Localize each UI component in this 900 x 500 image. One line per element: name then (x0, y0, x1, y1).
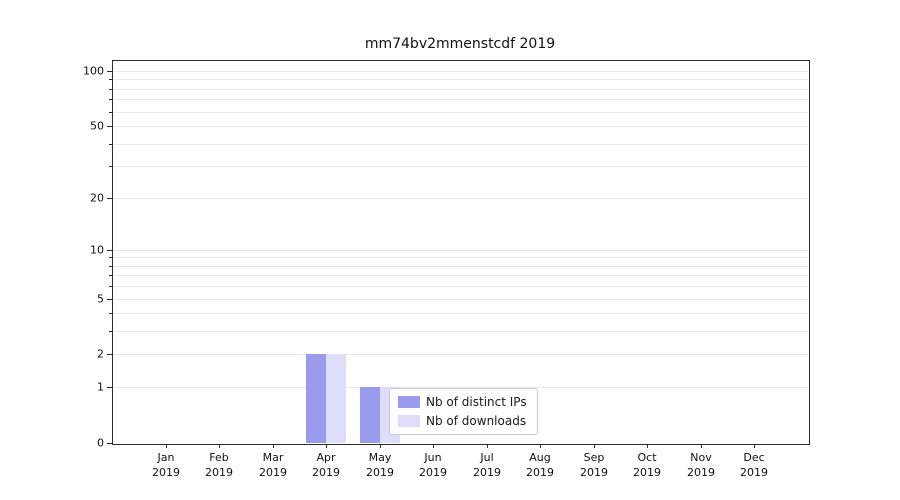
y-tick-label: 10 (90, 243, 104, 257)
x-tick-mark (273, 444, 274, 448)
x-tick-label: May 2019 (366, 451, 394, 479)
y-gridline (112, 144, 808, 145)
y-gridline (112, 198, 808, 199)
x-tick-mark (433, 444, 434, 448)
x-tick-mark (540, 444, 541, 448)
legend-swatch-downloads (398, 415, 420, 427)
x-tick-mark (326, 444, 327, 448)
y-tick-label: 2 (97, 347, 104, 361)
x-tick-label: Sep 2019 (580, 451, 608, 479)
x-tick-mark (701, 444, 702, 448)
x-tick-label: Nov 2019 (687, 451, 715, 479)
x-tick-label: Apr 2019 (312, 451, 340, 479)
x-tick-label: Feb 2019 (205, 451, 233, 479)
bar-distinct-ips (306, 354, 326, 443)
x-tick-mark (647, 444, 648, 448)
y-minor-tick-mark (109, 166, 112, 167)
y-minor-tick-mark (109, 112, 112, 113)
x-tick-mark (380, 444, 381, 448)
x-tick-label: Mar 2019 (259, 451, 287, 479)
y-minor-tick-mark (109, 99, 112, 100)
bar-distinct-ips (360, 387, 380, 443)
y-tick-label: 20 (90, 191, 104, 205)
x-tick-label: Jun 2019 (419, 451, 447, 479)
y-gridline (112, 126, 808, 127)
y-gridline (112, 166, 808, 167)
y-tick-mark (107, 71, 112, 72)
y-tick-mark (107, 443, 112, 444)
y-tick-label: 100 (83, 64, 104, 78)
y-minor-tick-mark (109, 286, 112, 287)
x-tick-mark (754, 444, 755, 448)
y-gridline (112, 331, 808, 332)
y-minor-tick-mark (109, 257, 112, 258)
legend-item-downloads: Nb of downloads (398, 414, 527, 428)
y-tick-label: 1 (97, 380, 104, 394)
y-gridline (112, 387, 808, 388)
y-tick-label: 5 (97, 292, 104, 306)
x-tick-label: Dec 2019 (740, 451, 768, 479)
x-tick-label: Aug 2019 (526, 451, 554, 479)
legend-label-downloads: Nb of downloads (426, 414, 527, 428)
y-gridline (112, 266, 808, 267)
y-minor-tick-mark (109, 313, 112, 314)
y-gridline (112, 79, 808, 80)
legend-swatch-distinct-ips (398, 396, 420, 408)
y-tick-mark (107, 299, 112, 300)
y-gridline (112, 71, 808, 72)
legend-label-distinct-ips: Nb of distinct IPs (426, 395, 527, 409)
y-tick-label: 50 (90, 119, 104, 133)
y-minor-tick-mark (109, 79, 112, 80)
y-gridline (112, 250, 808, 251)
y-gridline (112, 286, 808, 287)
y-minor-tick-mark (109, 331, 112, 332)
x-tick-mark (166, 444, 167, 448)
y-tick-mark (107, 387, 112, 388)
chart-title: mm74bv2mmenstcdf 2019 (364, 36, 556, 52)
legend-item-distinct-ips: Nb of distinct IPs (398, 395, 527, 409)
y-tick-mark (107, 250, 112, 251)
y-gridline (112, 275, 808, 276)
y-gridline (112, 89, 808, 90)
y-gridline (112, 99, 808, 100)
y-minor-tick-mark (109, 266, 112, 267)
x-tick-mark (594, 444, 595, 448)
y-gridline (112, 299, 808, 300)
x-tick-label: Oct 2019 (633, 451, 661, 479)
bar-downloads (326, 354, 346, 443)
x-tick-mark (487, 444, 488, 448)
x-tick-label: Jul 2019 (473, 451, 501, 479)
x-tick-mark (219, 444, 220, 448)
y-gridline (112, 313, 808, 314)
y-tick-mark (107, 354, 112, 355)
y-tick-mark (107, 126, 112, 127)
y-tick-mark (107, 198, 112, 199)
y-gridline (112, 354, 808, 355)
y-minor-tick-mark (109, 275, 112, 276)
y-minor-tick-mark (109, 89, 112, 90)
y-gridline (112, 257, 808, 258)
y-gridline (112, 112, 808, 113)
y-minor-tick-mark (109, 144, 112, 145)
chart-legend: Nb of distinct IPs Nb of downloads (389, 388, 538, 435)
y-tick-label: 0 (97, 436, 104, 450)
x-tick-label: Jan 2019 (152, 451, 180, 479)
